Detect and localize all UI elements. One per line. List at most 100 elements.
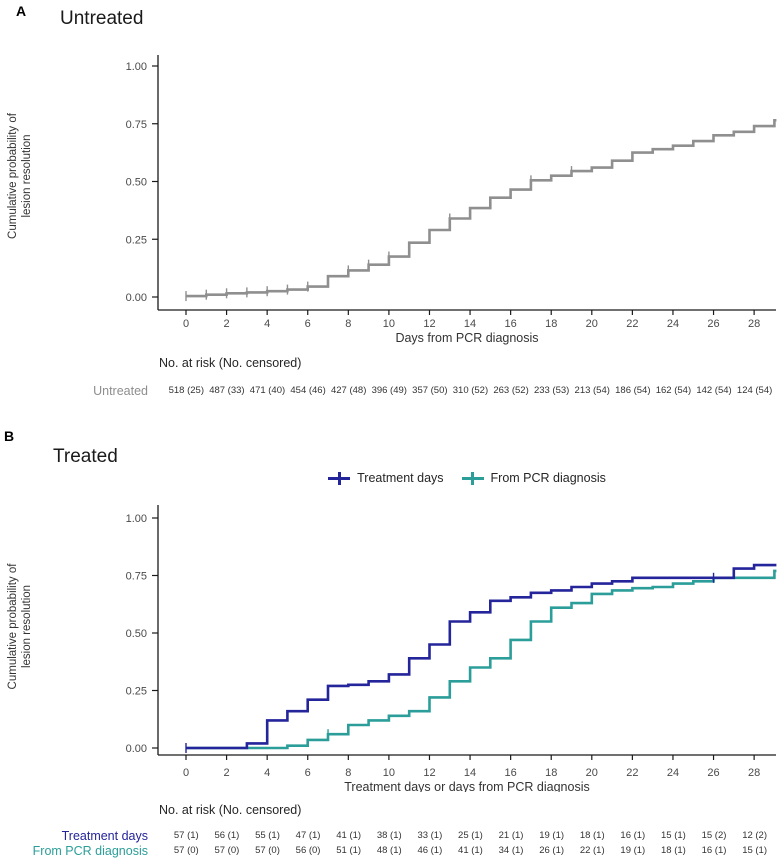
risk-value: 33 (1)	[417, 830, 443, 841]
x-axis-tick-label: 28	[748, 767, 760, 779]
legend-item-1: From PCR diagnosis	[461, 471, 606, 485]
risk-value: 21 (1)	[498, 830, 524, 841]
risk-value: 186 (54)	[615, 385, 651, 396]
panel-b-letter: B	[4, 428, 15, 444]
x-axis-tick-label: 2	[224, 318, 230, 330]
risk-row-label: From PCR diagnosis	[32, 844, 148, 858]
risk-row-label: Untreated	[93, 384, 148, 398]
legend-item-0: Treatment days	[328, 471, 444, 485]
legend-label: From PCR diagnosis	[490, 471, 606, 485]
y-axis-tick-label: 1.00	[126, 513, 147, 525]
risk-value: 12 (2)	[742, 830, 768, 841]
x-axis-tick-label: 20	[586, 318, 598, 330]
x-axis-tick-label: 12	[423, 318, 435, 330]
panel-b-chart: 0.000.250.500.751.000 2 4 6 8 10 12 14 16 18 20 22 2…	[7, 505, 777, 792]
risk-value: 57 (0)	[214, 845, 240, 856]
risk-value: 46 (1)	[417, 845, 443, 856]
panel-a-letter: A	[16, 3, 27, 19]
risk-value: 57 (0)	[255, 845, 280, 856]
risk-value: 57 (0)	[173, 845, 199, 856]
risk-value: 56 (1)	[214, 830, 240, 841]
risk-value: 213 (54)	[574, 385, 610, 396]
risk-value: 15 (2)	[701, 830, 727, 841]
risk-value: 38 (1)	[376, 830, 402, 841]
y-axis-title-line2: lesion resolution	[21, 134, 33, 217]
x-axis-tick-label: 26	[707, 767, 719, 779]
x-axis-title: Treatment days or days from PCR diagnosi…	[344, 780, 589, 792]
y-axis-title-line1: Cumulative probability of	[7, 112, 19, 239]
legend-key-vline	[471, 471, 475, 485]
risk-value: 142 (54)	[696, 385, 732, 396]
y-axis-tick-label: 0.00	[126, 743, 147, 755]
risk-header-b: No. at risk (No. censored)	[159, 803, 302, 817]
risk-value: 263 (52)	[493, 385, 529, 396]
step-curve-untreated	[186, 119, 777, 298]
y-axis-tick-label: 0.75	[126, 571, 147, 583]
step-curve-from-pcr-diagnosis	[186, 569, 777, 750]
risk-value: 55 (1)	[255, 830, 280, 841]
risk-value: 124 (54)	[736, 385, 773, 396]
step-curve-treatment-days	[186, 563, 777, 750]
risk-row-untreated: Untreated 518 (25) 487 (33) 471 (40) 454 (46…	[0, 384, 780, 400]
y-axis-tick-label: 0.25	[126, 686, 147, 698]
risk-value: 427 (48)	[330, 385, 367, 396]
risk-value: 41 (1)	[336, 830, 362, 841]
x-axis-tick-label: 14	[464, 767, 476, 779]
x-axis-tick-label: 14	[464, 318, 476, 330]
x-axis-tick-label: 8	[345, 767, 351, 779]
risk-value: 56 (0)	[295, 845, 321, 856]
y-axis-tick-label: 0.50	[126, 628, 147, 640]
x-axis-tick-label: 18	[545, 767, 557, 779]
y-axis-tick-label: 1.00	[126, 61, 147, 73]
y-axis-tick-label: 0.25	[126, 234, 147, 246]
risk-row-values: 57 (0) 57 (0) 57 (0) 56 (0) 51 (1) 48 (1) 46 (…	[166, 845, 775, 856]
risk-value: 454 (46)	[290, 385, 326, 396]
risk-row-from-pcr-diagnosis: From PCR diagnosis 57 (0) 57 (0) 57 (0) 56 (…	[0, 844, 780, 860]
risk-row-values: 57 (1) 56 (1) 55 (1) 47 (1) 41 (1) 38 (1) 33 (…	[166, 830, 775, 841]
risk-value: 57 (1)	[173, 830, 199, 841]
y-axis-tick-label: 0.00	[126, 292, 147, 304]
risk-value: 47 (1)	[295, 830, 321, 841]
risk-row-treatment-days: Treatment days 57 (1) 56 (1) 55 (1) 47 (1) 41…	[0, 829, 780, 845]
x-axis-tick-label: 12	[423, 767, 435, 779]
risk-row-label: Treatment days	[61, 829, 148, 843]
risk-value: 18 (1)	[661, 845, 686, 856]
x-axis-tick-label: 4	[264, 767, 270, 779]
legend: Treatment days From PCR diagnosis	[158, 471, 776, 485]
risk-value: 41 (1)	[458, 845, 483, 856]
risk-value: 25 (1)	[458, 830, 483, 841]
risk-value: 22 (1)	[579, 845, 605, 856]
risk-value: 16 (1)	[620, 830, 646, 841]
y-axis-title-line2: lesion resolution	[21, 585, 33, 668]
x-axis-tick-label: 0	[183, 767, 189, 779]
x-axis-title: Days from PCR diagnosis	[395, 331, 538, 345]
x-axis-tick-label: 22	[626, 767, 638, 779]
x-axis-tick-label: 2	[224, 767, 230, 779]
x-axis-tick-label: 8	[345, 318, 351, 330]
risk-value: 471 (40)	[249, 385, 286, 396]
x-axis-tick-label: 16	[505, 318, 517, 330]
legend-label: Treatment days	[357, 471, 444, 485]
risk-value: 48 (1)	[376, 845, 402, 856]
x-axis-tick-label: 4	[264, 318, 270, 330]
x-axis-tick-label: 18	[545, 318, 557, 330]
x-axis-tick-label: 16	[505, 767, 517, 779]
risk-value: 310 (52)	[452, 385, 489, 396]
risk-value: 487 (33)	[209, 385, 245, 396]
risk-value: 518 (25)	[168, 385, 204, 396]
panel-b-title: Treated	[53, 446, 118, 467]
risk-value: 26 (1)	[539, 845, 565, 856]
risk-value: 19 (1)	[620, 845, 646, 856]
risk-value: 19 (1)	[539, 830, 565, 841]
x-axis-tick-label: 22	[626, 318, 638, 330]
risk-value: 396 (49)	[371, 385, 407, 396]
risk-value: 15 (1)	[742, 845, 768, 856]
risk-value: 233 (53)	[533, 385, 570, 396]
x-axis-tick-label: 28	[748, 318, 760, 330]
legend-key-vline	[337, 471, 341, 485]
x-axis-tick-label: 10	[383, 767, 395, 779]
risk-header-a: No. at risk (No. censored)	[159, 356, 302, 370]
risk-value: 51 (1)	[336, 845, 362, 856]
x-axis-tick-label: 6	[305, 318, 311, 330]
y-axis-tick-label: 0.50	[126, 177, 147, 189]
